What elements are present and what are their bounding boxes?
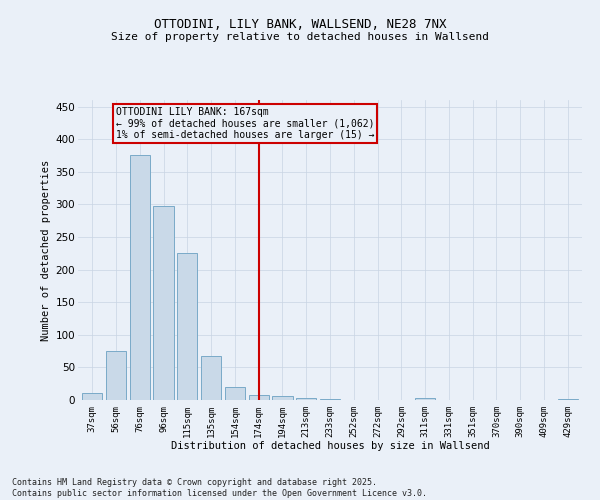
Bar (225, 387, 245, 400)
Bar (82, 394, 103, 400)
Bar (177, 254, 197, 400)
Bar (130, 156, 150, 400)
Text: Size of property relative to detached houses in Wallsend: Size of property relative to detached ho… (111, 32, 489, 42)
Bar (154, 206, 173, 400)
Bar (415, 398, 435, 400)
Bar (201, 356, 221, 400)
Bar (106, 351, 126, 400)
Bar (248, 395, 269, 400)
X-axis label: Distribution of detached houses by size in Wallsend: Distribution of detached houses by size … (170, 442, 490, 452)
Text: OTTODINI, LILY BANK, WALLSEND, NE28 7NX: OTTODINI, LILY BANK, WALLSEND, NE28 7NX (154, 18, 446, 30)
Text: Contains HM Land Registry data © Crown copyright and database right 2025.
Contai: Contains HM Land Registry data © Crown c… (12, 478, 427, 498)
Bar (557, 398, 578, 400)
Text: OTTODINI LILY BANK: 167sqm
← 99% of detached houses are smaller (1,062)
1% of se: OTTODINI LILY BANK: 167sqm ← 99% of deta… (116, 106, 374, 140)
Y-axis label: Number of detached properties: Number of detached properties (41, 160, 52, 340)
Bar (272, 396, 293, 400)
Bar (296, 398, 316, 400)
